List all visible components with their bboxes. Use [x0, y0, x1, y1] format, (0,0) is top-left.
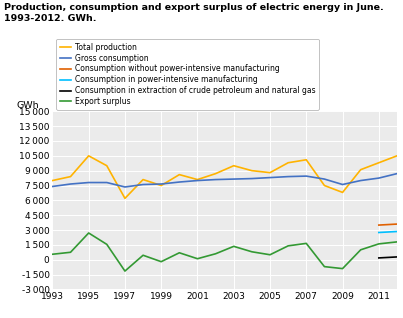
Gross consumption: [358, 179, 363, 183]
Export surplus: [231, 245, 236, 248]
Export surplus: [322, 265, 327, 268]
Export surplus: [50, 252, 55, 256]
Total production: [268, 171, 272, 175]
Export surplus: [213, 252, 218, 256]
Gross consumption: [68, 182, 73, 186]
Legend: Total production, Gross consumption, Consumption without power-intensive manufac: Total production, Gross consumption, Con…: [56, 39, 319, 110]
Export surplus: [141, 253, 145, 257]
Consumption in power-intensive manufacturing: [376, 231, 381, 234]
Text: Production, consumption and export surplus of electric energy in June.
1993-2012: Production, consumption and export surpl…: [4, 3, 384, 23]
Total production: [286, 161, 291, 165]
Gross consumption: [86, 181, 91, 184]
Gross consumption: [376, 176, 381, 180]
Total production: [213, 172, 218, 176]
Gross consumption: [177, 180, 182, 184]
Export surplus: [123, 269, 127, 273]
Total production: [376, 161, 381, 165]
Export surplus: [104, 242, 109, 246]
Total production: [304, 158, 309, 162]
Export surplus: [249, 250, 254, 254]
Export surplus: [286, 244, 291, 248]
Export surplus: [86, 231, 91, 235]
Consumption in extraction of crude petroleum and natural gas: [395, 255, 399, 259]
Export surplus: [304, 241, 309, 245]
Total production: [358, 168, 363, 172]
Gross consumption: [213, 178, 218, 182]
Line: Total production: Total production: [52, 156, 397, 198]
Text: GWh: GWh: [16, 100, 39, 109]
Total production: [249, 169, 254, 173]
Consumption without power-intensive manufacturing: [376, 223, 381, 227]
Gross consumption: [159, 182, 164, 186]
Gross consumption: [141, 183, 145, 186]
Consumption in power-intensive manufacturing: [395, 230, 399, 233]
Gross consumption: [322, 177, 327, 181]
Total production: [159, 183, 164, 187]
Gross consumption: [231, 177, 236, 181]
Gross consumption: [195, 179, 200, 183]
Gross consumption: [286, 175, 291, 178]
Gross consumption: [395, 172, 399, 176]
Line: Consumption in extraction of crude petroleum and natural gas: Consumption in extraction of crude petro…: [379, 257, 397, 258]
Total production: [395, 154, 399, 158]
Export surplus: [268, 253, 272, 257]
Gross consumption: [249, 177, 254, 181]
Line: Export surplus: Export surplus: [52, 233, 397, 271]
Export surplus: [177, 251, 182, 255]
Export surplus: [159, 260, 164, 264]
Export surplus: [358, 248, 363, 252]
Total production: [195, 178, 200, 182]
Total production: [322, 183, 327, 187]
Total production: [104, 164, 109, 168]
Gross consumption: [50, 184, 55, 188]
Export surplus: [395, 240, 399, 244]
Total production: [340, 190, 345, 194]
Gross consumption: [304, 174, 309, 178]
Total production: [68, 175, 73, 178]
Consumption without power-intensive manufacturing: [395, 222, 399, 226]
Total production: [231, 164, 236, 168]
Export surplus: [340, 267, 345, 271]
Consumption in extraction of crude petroleum and natural gas: [376, 256, 381, 260]
Export surplus: [376, 242, 381, 246]
Gross consumption: [123, 185, 127, 189]
Total production: [141, 178, 145, 182]
Gross consumption: [268, 176, 272, 179]
Gross consumption: [340, 183, 345, 186]
Total production: [50, 179, 55, 183]
Total production: [86, 154, 91, 158]
Total production: [177, 173, 182, 176]
Gross consumption: [104, 181, 109, 184]
Total production: [123, 197, 127, 200]
Line: Gross consumption: Gross consumption: [52, 174, 397, 187]
Export surplus: [68, 250, 73, 254]
Export surplus: [195, 257, 200, 261]
Line: Consumption without power-intensive manufacturing: Consumption without power-intensive manu…: [379, 224, 397, 225]
